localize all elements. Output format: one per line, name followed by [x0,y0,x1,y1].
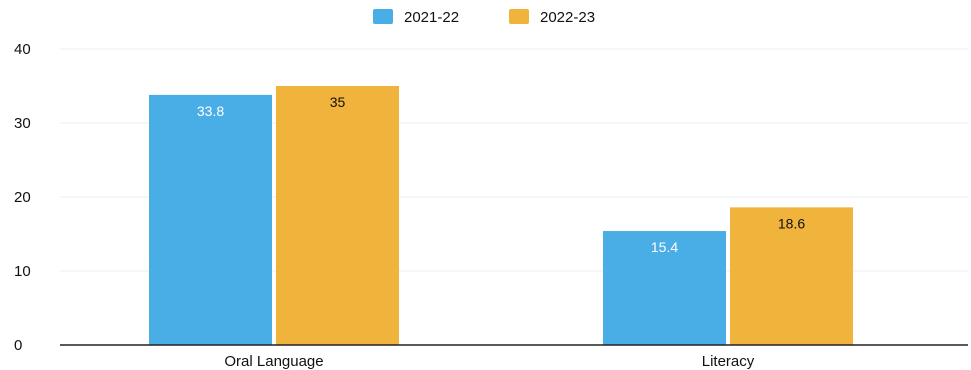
y-axis-ticks: 0 10 20 30 40 [14,41,31,354]
bars [149,86,853,345]
x-category-label: Oral Language [224,353,323,370]
y-tick-label: 30 [14,115,31,132]
y-tick-label: 10 [14,263,31,280]
data-label: 15.4 [651,239,678,255]
data-label: 18.6 [778,215,805,231]
legend-swatch-2022-23[interactable] [509,9,529,24]
x-axis-categories: Oral Language Literacy [224,353,754,370]
legend-label[interactable]: 2022-23 [540,9,595,26]
x-category-label: Literacy [702,353,755,370]
y-tick-label: 0 [14,337,22,354]
legend-swatch-2021-22[interactable] [373,9,393,24]
bar-2022-23-oral-language[interactable] [276,86,399,345]
legend: 2021-22 2022-23 [373,9,595,26]
data-label: 35 [330,94,346,110]
y-tick-label: 40 [14,41,31,58]
legend-label[interactable]: 2021-22 [404,9,459,26]
bar-2021-22-oral-language[interactable] [149,94,272,345]
bar-2021-22-literacy[interactable] [603,231,726,345]
data-labels: 33.8 35 15.4 18.6 [197,94,805,255]
bar-2022-23-literacy[interactable] [730,207,853,345]
data-label: 33.8 [197,103,224,119]
y-tick-label: 20 [14,189,31,206]
